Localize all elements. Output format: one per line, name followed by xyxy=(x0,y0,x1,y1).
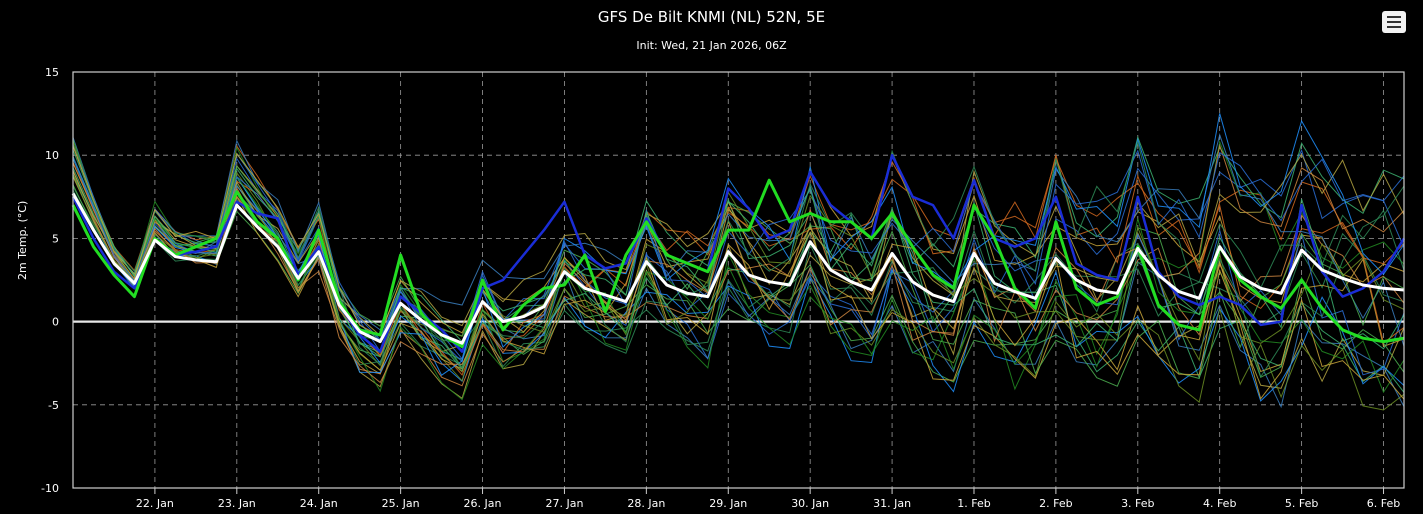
x-tick-label: 31. Jan xyxy=(873,497,911,510)
ensemble-member-line xyxy=(72,144,1405,376)
ensemble-member-line xyxy=(72,140,1405,379)
series-line-2 xyxy=(71,153,1406,353)
x-tick-label: 1. Feb xyxy=(957,497,990,510)
ensemble-member-line xyxy=(72,176,1405,381)
x-tick-label: 30. Jan xyxy=(791,497,829,510)
y-tick-label: 10 xyxy=(45,149,59,162)
ensemble-member-line xyxy=(72,157,1405,401)
x-tick-label: 27. Jan xyxy=(545,497,583,510)
x-tick-label: 5. Feb xyxy=(1285,497,1318,510)
ensemble-member-line xyxy=(72,149,1405,344)
x-tick-label: 6. Feb xyxy=(1367,497,1400,510)
y-tick-label: -10 xyxy=(41,482,59,495)
x-tick-label: 23. Jan xyxy=(218,497,256,510)
ensemble-member-line xyxy=(72,170,1405,387)
x-tick-label: 4. Feb xyxy=(1203,497,1236,510)
plot-frame xyxy=(72,71,1405,489)
ensemble-member-line xyxy=(72,184,1405,383)
x-tick-label: 24. Jan xyxy=(300,497,338,510)
series-line-0 xyxy=(71,192,1405,345)
chart-title: GFS De Bilt KNMI (NL) 52N, 5E xyxy=(597,8,826,26)
ensemble-member-line xyxy=(72,133,1405,347)
grid-layer xyxy=(73,72,1404,488)
x-tick-label: 22. Jan xyxy=(136,497,174,510)
x-tick-label: 2. Feb xyxy=(1039,497,1072,510)
axis-layer: -10 -5 0 5 10 15 22. Jan 23. Jan 24. Jan 25. Jan 2… xyxy=(41,66,1405,510)
x-tick-label: 28. Jan xyxy=(627,497,665,510)
y-tick-label: 5 xyxy=(52,232,59,245)
chart-subtitle: Init: Wed, 21 Jan 2026, 06Z xyxy=(636,39,787,52)
ensemble-member-line xyxy=(72,145,1405,400)
x-tick-label: 29. Jan xyxy=(709,497,747,510)
ensemble-member-line xyxy=(72,137,1405,409)
x-tick-label: 25. Jan xyxy=(382,497,420,510)
hamburger-menu-icon[interactable] xyxy=(1382,11,1406,33)
y-tick-label: 0 xyxy=(52,316,59,329)
ensemble-member-line xyxy=(72,153,1405,337)
y-tick-label: 15 xyxy=(45,66,59,79)
y-axis-label: 2m Temp. (°C) xyxy=(16,200,29,280)
ensemble-member-line xyxy=(72,149,1405,354)
series-layer xyxy=(71,153,1406,353)
ensemble-member-line xyxy=(72,145,1405,384)
y-tick-label: -5 xyxy=(48,399,59,412)
x-tick-label: 26. Jan xyxy=(464,497,502,510)
x-tick-label: 3. Feb xyxy=(1121,497,1154,510)
